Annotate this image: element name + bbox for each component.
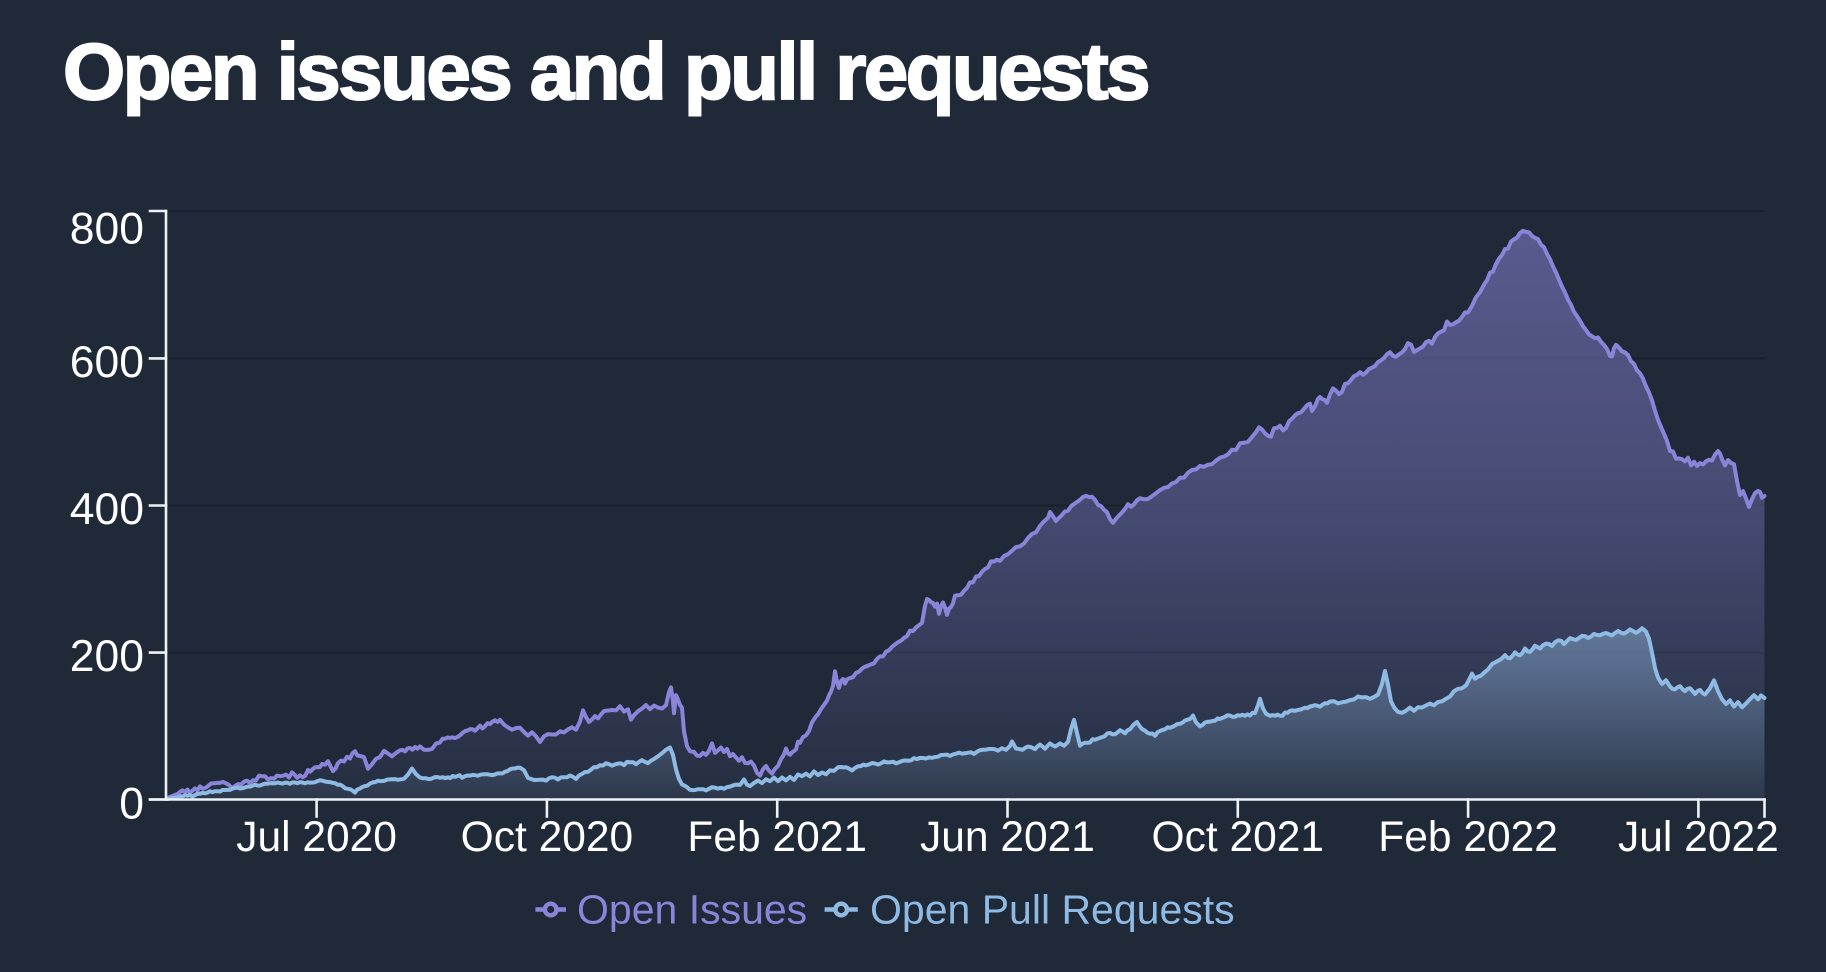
svg-text:800: 800 bbox=[70, 204, 144, 253]
svg-text:Jun 2021: Jun 2021 bbox=[920, 814, 1095, 861]
svg-text:0: 0 bbox=[119, 779, 144, 828]
svg-text:Oct 2021: Oct 2021 bbox=[1152, 814, 1324, 861]
svg-text:Oct 2020: Oct 2020 bbox=[461, 814, 633, 861]
svg-text:200: 200 bbox=[70, 632, 144, 681]
svg-text:600: 600 bbox=[70, 338, 144, 387]
svg-text:400: 400 bbox=[70, 485, 144, 534]
svg-text:Feb 2022: Feb 2022 bbox=[1378, 814, 1558, 861]
svg-text:Open issues and pull requests: Open issues and pull requests bbox=[63, 27, 1148, 116]
svg-text:Jul 2022: Jul 2022 bbox=[1618, 814, 1779, 861]
svg-text:Open Pull Requests: Open Pull Requests bbox=[870, 887, 1235, 933]
svg-text:Open Issues: Open Issues bbox=[577, 887, 807, 933]
svg-text:Jul 2020: Jul 2020 bbox=[236, 814, 397, 861]
svg-text:Feb 2021: Feb 2021 bbox=[687, 814, 867, 861]
